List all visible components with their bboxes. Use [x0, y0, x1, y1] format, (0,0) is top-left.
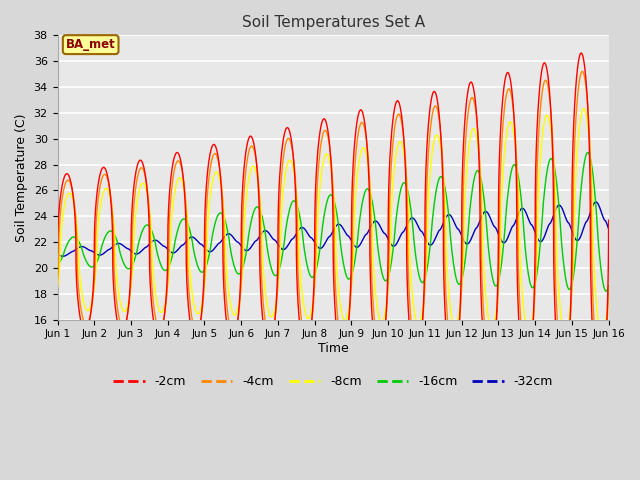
-8cm [534, 191, 542, 197]
-32cm [535, 237, 543, 243]
-16cm [54, 262, 61, 267]
-8cm [594, 316, 602, 322]
-32cm [149, 238, 157, 243]
-32cm [265, 230, 273, 236]
-2cm [116, 330, 124, 336]
-32cm [289, 236, 297, 241]
-2cm [605, 217, 612, 223]
-4cm [579, 69, 586, 74]
-2cm [289, 148, 296, 154]
Legend: -2cm, -4cm, -8cm, -16cm, -32cm: -2cm, -4cm, -8cm, -16cm, -32cm [108, 370, 558, 393]
-4cm [149, 298, 157, 303]
-4cm [596, 372, 604, 377]
-8cm [54, 285, 61, 290]
-4cm [116, 320, 124, 325]
X-axis label: Time: Time [317, 342, 348, 355]
-8cm [116, 300, 124, 305]
-32cm [54, 252, 61, 257]
-16cm [602, 288, 610, 294]
-16cm [149, 232, 157, 238]
-4cm [534, 135, 542, 141]
-2cm [534, 101, 542, 107]
-2cm [577, 50, 585, 56]
-32cm [595, 201, 602, 207]
-16cm [265, 255, 273, 261]
-16cm [605, 283, 612, 288]
Text: BA_met: BA_met [66, 38, 116, 51]
-8cm [598, 333, 606, 339]
-2cm [596, 390, 604, 396]
Y-axis label: Soil Temperature (C): Soil Temperature (C) [15, 113, 28, 242]
-4cm [54, 280, 61, 286]
-16cm [289, 199, 296, 204]
Line: -32cm: -32cm [58, 202, 609, 256]
Line: -16cm: -16cm [58, 153, 609, 291]
-8cm [289, 163, 296, 169]
-32cm [59, 253, 67, 259]
-32cm [592, 199, 600, 205]
-32cm [605, 226, 612, 232]
-2cm [149, 315, 157, 321]
Line: -4cm: -4cm [58, 72, 609, 374]
-2cm [265, 346, 273, 351]
Line: -2cm: -2cm [58, 53, 609, 393]
-4cm [265, 334, 273, 340]
-2cm [54, 250, 61, 255]
Title: Soil Temperatures Set A: Soil Temperatures Set A [241, 15, 424, 30]
-4cm [289, 150, 296, 156]
-4cm [594, 364, 602, 370]
-8cm [265, 310, 273, 315]
-8cm [149, 268, 157, 274]
-2cm [594, 388, 602, 394]
-32cm [116, 241, 124, 247]
-16cm [116, 251, 124, 256]
-8cm [580, 106, 588, 111]
Line: -8cm: -8cm [58, 108, 609, 336]
-16cm [584, 150, 592, 156]
-4cm [605, 285, 612, 290]
-8cm [605, 287, 612, 293]
-16cm [534, 259, 542, 265]
-16cm [594, 235, 602, 240]
